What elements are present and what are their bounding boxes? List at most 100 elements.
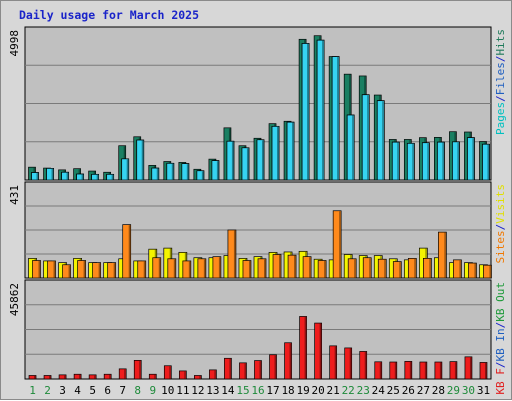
bar-shade (51, 168, 54, 180)
x-tick-label-day-30: 30 (462, 384, 475, 397)
bar-shade (439, 362, 442, 379)
bar-sites-day-1 (32, 260, 41, 279)
bar-pages-day-11 (181, 163, 190, 181)
legend-item: KB In (494, 328, 507, 361)
bar-shade (274, 355, 277, 379)
x-tick-label-day-11: 11 (176, 384, 189, 397)
bar-kb-f-day-15 (239, 362, 247, 380)
bar-pages-day-31 (482, 143, 490, 181)
bar-shade (96, 174, 99, 180)
bar-pages-day-16 (256, 139, 265, 181)
bar-shade (309, 257, 311, 278)
bar-shade (158, 258, 161, 278)
bar-shade (68, 265, 71, 278)
bar-kb-f-day-13 (209, 369, 217, 380)
bar-shade (34, 375, 36, 379)
bar-kb-f-day-3 (58, 374, 67, 380)
bar-kb-f-day-23 (359, 351, 368, 380)
x-tick-label-day-5: 5 (89, 384, 96, 397)
legend-item: / (494, 56, 507, 63)
bar-shade (186, 164, 189, 180)
bar-shade (156, 168, 159, 180)
bar-pages-day-25 (391, 141, 400, 181)
bar-sites-day-6 (107, 262, 117, 279)
bar-pages-day-29 (452, 141, 460, 181)
bar-shade (111, 174, 114, 180)
bar-shade (369, 258, 371, 278)
bar-kb-f-day-6 (103, 373, 112, 380)
bar-kb-f-day-17 (269, 354, 277, 380)
x-tick-label-day-2: 2 (44, 384, 51, 397)
bar-sites-day-15 (242, 260, 252, 279)
bar-sites-day-7 (122, 224, 132, 279)
bar-pages-day-1 (31, 172, 39, 181)
bar-sites-day-28 (438, 231, 447, 279)
bar-sites-day-2 (47, 260, 56, 279)
bar-shade (289, 343, 292, 379)
bar-shade (36, 173, 39, 180)
bar-shade (294, 255, 296, 278)
bar-kb-f-day-30 (464, 356, 473, 380)
x-tick-label-day-22: 22 (342, 384, 355, 397)
bar-sites-day-18 (287, 254, 297, 279)
bar-pages-day-2 (46, 168, 54, 181)
bar-sites-day-30 (468, 262, 477, 279)
bar-shade (364, 351, 367, 379)
bar-kb-f-day-8 (133, 360, 142, 380)
bar-kb-f-day-22 (344, 347, 353, 380)
legend-item: Files (494, 62, 507, 95)
bar-shade (324, 260, 326, 278)
bar-shade (248, 260, 251, 278)
bar-shade (394, 362, 397, 379)
bar-shade (292, 122, 294, 180)
bar-shade (349, 348, 352, 379)
bar-shade (457, 142, 459, 180)
legend-item: Hits (494, 29, 507, 56)
x-tick-label-day-16: 16 (251, 384, 264, 397)
bar-kb-f-day-19 (299, 316, 307, 380)
bar-shade (64, 375, 66, 379)
bar-kb-f-day-9 (148, 373, 157, 380)
bar-pages-day-28 (437, 141, 445, 181)
bar-shade (94, 375, 96, 379)
bar-shade (319, 323, 322, 379)
bar-shade (124, 369, 126, 379)
bar-pages-day-27 (422, 142, 430, 181)
bar-kb-f-day-10 (163, 365, 172, 380)
bar-shade (233, 230, 236, 278)
panel-1-ymax-label: 4998 (8, 30, 21, 57)
bar-shade (337, 57, 339, 180)
bar-shade (231, 141, 234, 180)
bar-shade (49, 375, 51, 379)
bar-pages-day-3 (61, 171, 69, 181)
bar-shade (38, 260, 41, 278)
bar-shade (409, 361, 412, 379)
chart-title: Daily usage for March 2025 (19, 8, 200, 22)
bar-shade (53, 261, 56, 278)
legend-item: Sites (494, 230, 507, 263)
bar-kb-f-day-12 (194, 375, 202, 380)
bar-shade (188, 261, 191, 278)
bar-shade (487, 144, 489, 180)
bar-shade (199, 375, 201, 379)
bar-kb-f-day-29 (449, 361, 458, 380)
x-tick-label-day-6: 6 (104, 384, 111, 397)
x-tick-label-day-27: 27 (417, 384, 430, 397)
bar-shade (279, 255, 281, 278)
bar-sites-day-29 (453, 259, 462, 279)
bar-shade (171, 163, 174, 180)
x-tick-label-day-14: 14 (221, 384, 235, 397)
bar-pages-day-14 (226, 140, 235, 181)
bar-shade (429, 258, 431, 278)
bar-shade (384, 259, 386, 278)
bar-shade (154, 374, 156, 379)
bar-sites-day-14 (227, 229, 237, 279)
bar-pages-day-8 (136, 139, 145, 181)
bar-sites-day-11 (182, 260, 192, 279)
bar-kb-f-day-24 (374, 361, 383, 380)
bar-shade (339, 211, 341, 278)
bar-pages-day-22 (346, 114, 355, 181)
bar-sites-day-27 (423, 258, 432, 279)
